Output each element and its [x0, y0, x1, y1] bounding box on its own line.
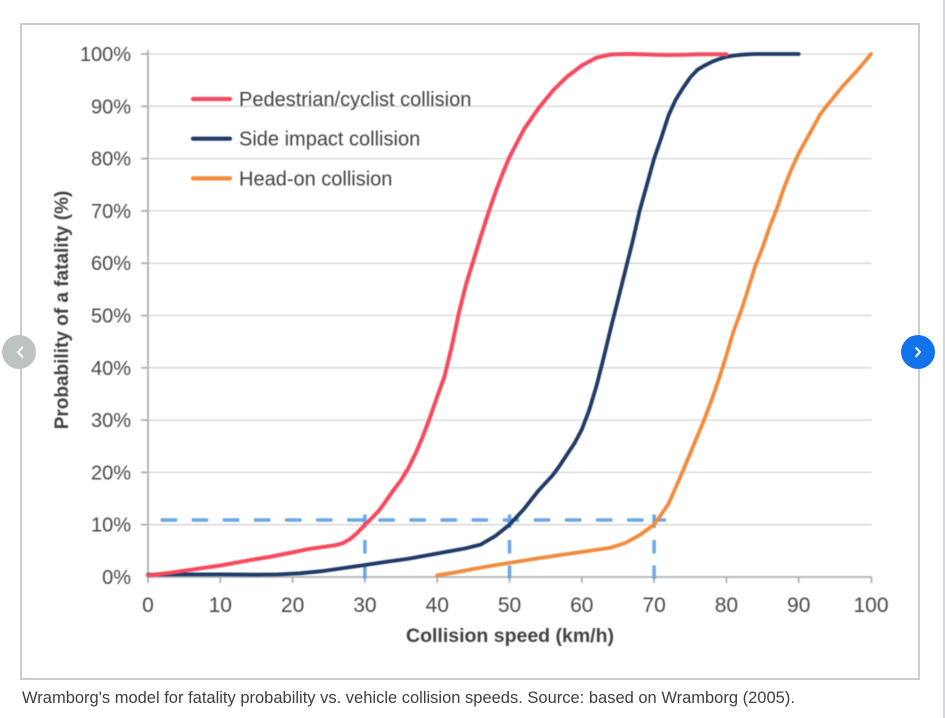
svg-text:20%: 20%	[91, 462, 131, 484]
svg-text:Pedestrian/cyclist collision: Pedestrian/cyclist collision	[239, 89, 471, 111]
svg-text:Head-on collision: Head-on collision	[239, 168, 392, 190]
svg-text:0: 0	[142, 594, 154, 617]
svg-text:Side impact collision: Side impact collision	[239, 129, 420, 151]
svg-text:50%: 50%	[91, 306, 131, 328]
svg-text:40%: 40%	[91, 358, 131, 380]
svg-text:80%: 80%	[91, 149, 131, 171]
svg-text:70%: 70%	[91, 201, 131, 223]
svg-text:80: 80	[715, 594, 738, 617]
svg-text:30%: 30%	[91, 410, 131, 432]
svg-text:Collision speed (km/h): Collision speed (km/h)	[406, 625, 614, 647]
svg-text:Probability of a fatality (%): Probability of a fatality (%)	[52, 191, 73, 430]
svg-text:100%: 100%	[80, 44, 131, 66]
svg-text:70: 70	[642, 594, 665, 617]
svg-text:60: 60	[570, 594, 593, 617]
svg-text:100: 100	[853, 594, 888, 617]
svg-text:50: 50	[498, 594, 521, 617]
svg-text:20: 20	[281, 594, 304, 617]
svg-text:90: 90	[787, 594, 810, 617]
svg-text:30: 30	[353, 594, 376, 617]
svg-text:40: 40	[426, 594, 449, 617]
svg-text:10: 10	[209, 594, 232, 617]
svg-text:60%: 60%	[91, 253, 131, 275]
svg-text:0%: 0%	[102, 567, 131, 589]
svg-text:90%: 90%	[91, 96, 131, 118]
svg-text:10%: 10%	[91, 515, 131, 537]
